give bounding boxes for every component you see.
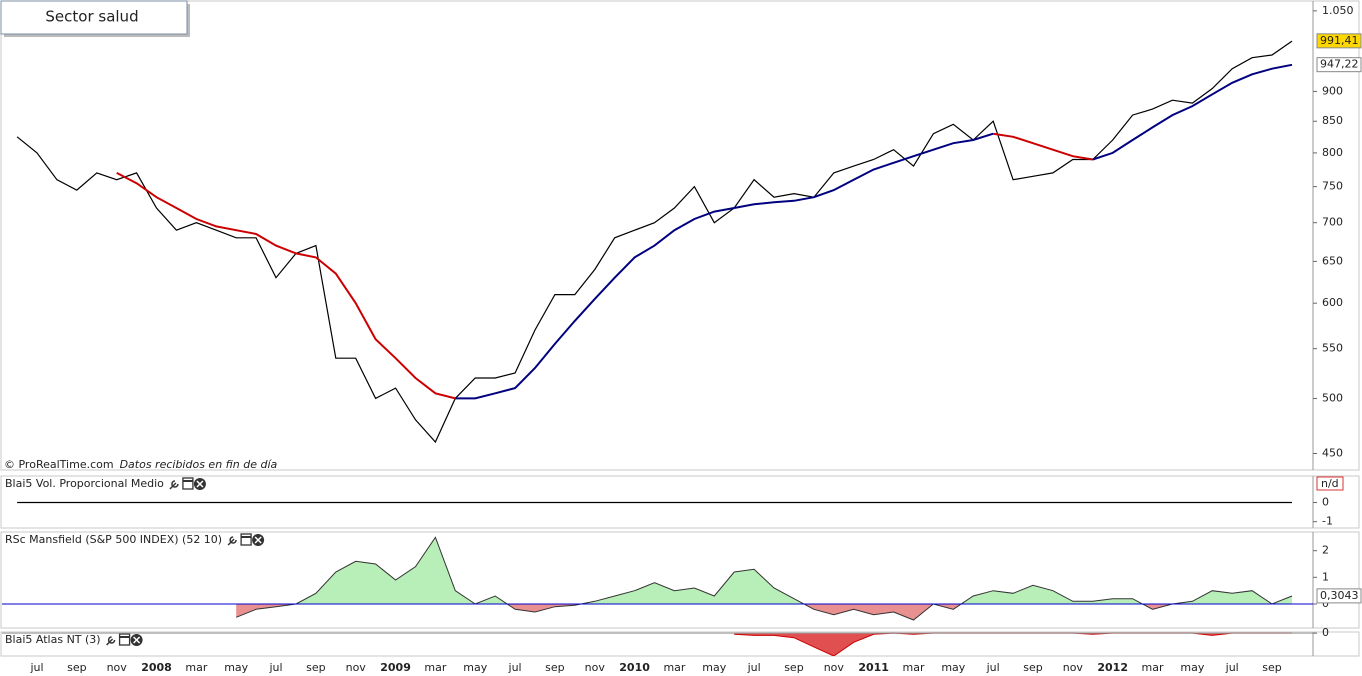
x-tick-label: sep [67, 661, 86, 674]
price-line [16, 40, 1293, 444]
x-tick-label: mar [185, 661, 207, 674]
panel-title: Blai5 Vol. Proporcional Medio [5, 477, 164, 490]
x-tick-label: sep [306, 661, 325, 674]
x-tick-label: may [702, 661, 726, 674]
x-tick-label: nov [1063, 661, 1084, 674]
x-tick-label: jul [508, 661, 522, 674]
y-tick-label: 0 [1322, 597, 1329, 610]
price-label-box [1316, 57, 1362, 73]
area-line [236, 536, 1293, 621]
x-tick-label: nov [107, 661, 128, 674]
y-tick-label: 0 [1322, 626, 1329, 639]
y-tick-label: 450 [1322, 446, 1343, 459]
y-tick-label: 900 [1322, 84, 1343, 97]
close-icon-x [196, 480, 204, 488]
price-label: 991,41 [1320, 34, 1359, 47]
y-tick-label: 850 [1322, 114, 1343, 127]
price-label: 947,22 [1320, 58, 1359, 71]
y-tick-label: 800 [1322, 146, 1343, 159]
x-tick-label: mar [902, 661, 924, 674]
note: Datos recibidos en fin de día [120, 458, 278, 471]
x-tick-label: sep [784, 661, 803, 674]
moving-average [455, 63, 1293, 400]
x-tick-label: nov [346, 661, 367, 674]
price-label-box [1316, 33, 1362, 49]
x-tick-label: may [463, 661, 487, 674]
y-tick-label: 500 [1322, 391, 1343, 404]
x-tick-label: jul [268, 661, 282, 674]
moving-average [116, 132, 1093, 400]
x-tick-label: jul [986, 661, 1000, 674]
x-tick-label: may [941, 661, 965, 674]
panel-frame [0, 631, 1360, 657]
y-tick-label: 750 [1322, 180, 1343, 193]
plot [734, 632, 1292, 656]
close-icon-x [133, 636, 141, 644]
x-tick-label: mar [663, 661, 685, 674]
last-value: 0,3043 [1320, 589, 1359, 602]
status-box [1316, 476, 1344, 491]
x-tick-label: 2011 [858, 661, 889, 674]
close-icon-x [254, 536, 262, 544]
y-tick-label: 600 [1322, 296, 1343, 309]
x-tick-label: nov [824, 661, 845, 674]
x-tick-label: may [224, 661, 248, 674]
x-tick-label: 2009 [380, 661, 411, 674]
panel-frame [0, 475, 1360, 529]
chart-title: Sector salud [45, 8, 138, 26]
x-tick-label: 2010 [619, 661, 650, 674]
x-tick-label: sep [545, 661, 564, 674]
settings-icon [227, 536, 237, 546]
last-value-box [1316, 588, 1362, 604]
window-icon [182, 477, 194, 490]
plot [16, 40, 1293, 444]
y-tick-label: 700 [1322, 216, 1343, 229]
x-tick-label: sep [1262, 661, 1281, 674]
x-tick-label: jul [1225, 661, 1239, 674]
y-tick-label: 1.050 [1322, 4, 1354, 17]
y-tick-label: 0 [1322, 495, 1329, 508]
settings-icon [169, 480, 179, 490]
y-tick-label: 550 [1322, 342, 1343, 355]
x-tick-label: 2012 [1097, 661, 1128, 674]
window-icon [118, 633, 131, 646]
title-box [0, 0, 188, 35]
plot [236, 536, 1293, 621]
panel-frame [0, 531, 1360, 629]
window-icon [240, 533, 252, 546]
x-tick-label: mar [424, 661, 446, 674]
panel-title: Blai5 Atlas NT (3) [5, 633, 101, 646]
negative-area [734, 633, 1292, 656]
x-tick-label: 2008 [141, 661, 172, 674]
attribution: © ProRealTime.com [4, 458, 114, 471]
y-tick-label: 650 [1322, 254, 1343, 267]
x-tick-label: jul [29, 661, 43, 674]
x-tick-label: nov [585, 661, 606, 674]
y-tick-label: -1 [1322, 515, 1333, 528]
status-label: n/d [1321, 477, 1339, 490]
x-tick-label: mar [1142, 661, 1164, 674]
x-tick-label: jul [747, 661, 761, 674]
panel-frame [0, 0, 1360, 471]
settings-icon [106, 636, 116, 646]
x-tick-label: may [1180, 661, 1204, 674]
y-tick-label: 1 [1322, 570, 1329, 583]
y-tick-label: 2 [1322, 544, 1329, 557]
panel-title: RSc Mansfield (S&P 500 INDEX) (52 10) [5, 533, 222, 546]
x-tick-label: sep [1023, 661, 1042, 674]
